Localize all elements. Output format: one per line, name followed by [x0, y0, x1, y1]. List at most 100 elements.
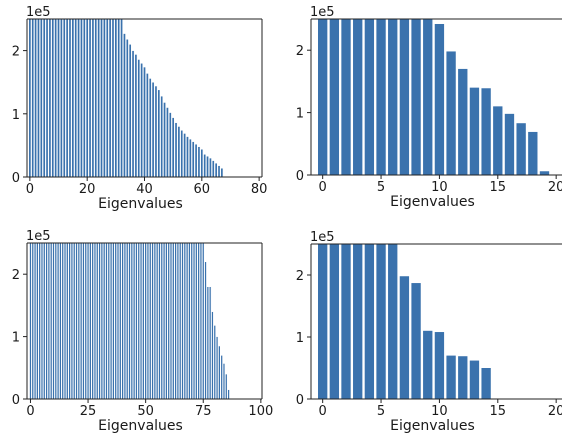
bar [388, 244, 398, 399]
bar [71, 18, 75, 178]
x-tick-label: 0 [26, 182, 34, 197]
bar [68, 18, 72, 178]
bar [158, 242, 161, 400]
x-tick-label: 75 [195, 404, 212, 419]
bar [222, 363, 226, 400]
x-tick-label: 0 [319, 180, 327, 195]
bar [132, 242, 136, 400]
chart-panel-4: 0 5 10 15 20 0 1 2 1e5 Eigenvalues [296, 230, 562, 434]
bar [73, 242, 76, 400]
bar [194, 143, 198, 178]
bar [446, 355, 456, 399]
bar [123, 242, 127, 400]
bar [84, 242, 87, 400]
bar [91, 18, 95, 178]
bar [49, 242, 53, 400]
bar [154, 85, 158, 178]
bar [89, 242, 92, 400]
x-tick-label: 50 [137, 404, 154, 419]
bar [107, 242, 111, 400]
bar [100, 242, 104, 400]
y-tick-label: 0 [12, 393, 20, 408]
bar [153, 242, 157, 400]
bar [364, 244, 375, 399]
bar [102, 18, 106, 178]
bar [63, 242, 67, 400]
bar [114, 242, 117, 400]
bar [188, 138, 192, 178]
bar [215, 336, 219, 400]
bar [137, 242, 140, 400]
bar [117, 18, 121, 178]
bar [174, 122, 178, 178]
bar [202, 242, 205, 400]
bar [47, 242, 51, 400]
bar [51, 18, 55, 178]
bar [160, 242, 164, 400]
bar [144, 242, 147, 400]
bar [33, 242, 37, 400]
bar [185, 242, 189, 400]
bar [214, 162, 218, 178]
bar [176, 242, 180, 400]
bar [174, 242, 177, 400]
bar [458, 68, 468, 175]
bar [40, 242, 44, 400]
x-axis-label: Eigenvalues [390, 418, 475, 434]
bar [181, 242, 184, 400]
bar [167, 242, 170, 400]
bar [130, 242, 134, 400]
bar [188, 242, 191, 400]
bar [197, 146, 201, 178]
bar [134, 54, 138, 178]
bar [131, 50, 135, 178]
bar [434, 23, 445, 175]
bar [45, 18, 49, 178]
bar [139, 242, 143, 400]
bar [45, 242, 48, 400]
bar [125, 38, 129, 178]
bar [227, 389, 230, 400]
bar [504, 113, 515, 175]
bar [411, 283, 421, 399]
bar [190, 242, 193, 400]
bar [528, 131, 538, 175]
y-offset-label: 1e5 [310, 230, 335, 245]
bar [399, 276, 410, 399]
bar [93, 242, 97, 400]
bar [539, 171, 550, 175]
bar [183, 133, 187, 178]
bar [341, 244, 351, 399]
bar [120, 18, 124, 178]
x-tick-label: 5 [377, 404, 385, 419]
bar [353, 19, 363, 175]
bar [341, 19, 351, 175]
bar [151, 242, 154, 400]
bar [34, 18, 38, 178]
bar [165, 242, 168, 400]
x-tick-label: 60 [194, 182, 211, 197]
bar [122, 33, 126, 178]
y-tick-label: 2 [296, 269, 304, 284]
bar [70, 242, 74, 400]
bar [191, 141, 195, 178]
x-tick-label: 20 [79, 182, 96, 197]
y-tick-label: 2 [12, 45, 20, 60]
bar [100, 18, 103, 178]
bar [105, 242, 108, 400]
bar [59, 18, 63, 178]
bar [149, 242, 152, 400]
bar [151, 81, 155, 178]
bar [42, 18, 46, 178]
y-tick-label: 1 [12, 331, 20, 346]
bar [114, 18, 118, 178]
bar [102, 242, 106, 400]
bar [128, 43, 132, 178]
x-tick-label: 40 [136, 182, 153, 197]
bar [68, 242, 71, 400]
chart-panel-1: 0 20 40 60 80 0 1 2 1e5 Eigenvalues [12, 5, 268, 212]
bar [38, 242, 41, 400]
bar [220, 355, 223, 400]
bar [376, 244, 386, 399]
bar [160, 95, 164, 178]
